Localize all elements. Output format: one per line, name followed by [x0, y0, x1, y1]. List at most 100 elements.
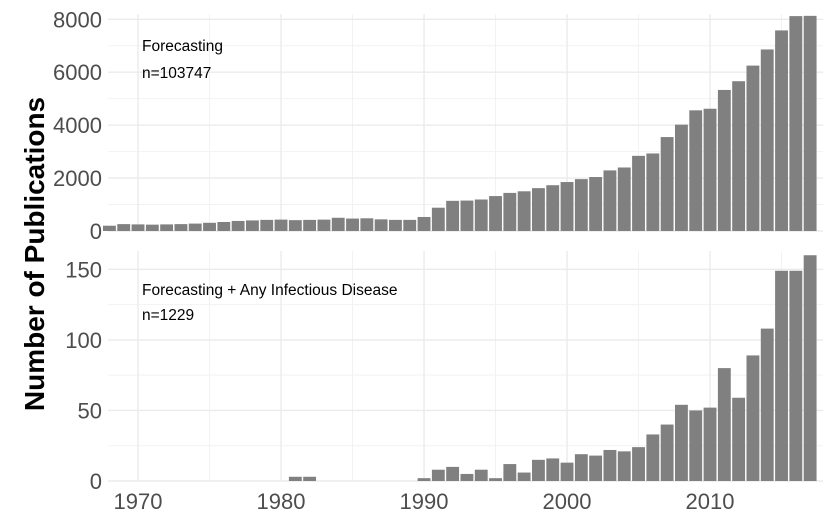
bar	[603, 170, 617, 231]
bar	[446, 200, 460, 231]
bar	[789, 16, 803, 232]
bar	[803, 15, 817, 232]
x-tick-label: 1980	[257, 489, 306, 514]
bar	[417, 478, 431, 481]
y-tick-label: 8000	[53, 7, 102, 32]
bar	[460, 473, 474, 481]
bar	[446, 466, 460, 481]
bar	[674, 124, 688, 231]
bar	[546, 458, 560, 481]
bar	[803, 255, 817, 481]
x-tick-label: 1990	[400, 489, 449, 514]
bar	[117, 224, 131, 231]
bar	[131, 224, 145, 231]
bar	[503, 192, 517, 231]
bar	[145, 224, 159, 231]
x-tick-label: 2010	[686, 489, 735, 514]
annotation-title-forecasting: Forecasting	[142, 38, 223, 55]
bar	[775, 30, 788, 231]
bar	[331, 217, 345, 231]
bar	[646, 434, 660, 481]
y-ticks-forecasting: 0 2000 4000 6000 8000	[53, 7, 102, 244]
bar	[288, 476, 302, 481]
bar	[660, 137, 674, 231]
bar	[360, 218, 374, 231]
bar	[789, 270, 803, 481]
bar	[760, 328, 774, 481]
bar	[174, 224, 188, 231]
bars-forecasting	[102, 15, 817, 232]
bar	[617, 167, 631, 231]
panel-forecasting-infectious: 0 50 100 150 Forecasting + Any Infectious D…	[65, 251, 823, 494]
bar	[746, 355, 760, 481]
y-tick-label: 0	[90, 469, 102, 494]
bar	[589, 177, 603, 231]
bar	[102, 225, 116, 231]
bar	[403, 219, 417, 231]
y-tick-label: 100	[65, 328, 102, 353]
bar	[489, 478, 502, 481]
y-tick-label: 50	[78, 398, 102, 423]
bar	[431, 469, 445, 481]
y-tick-label: 6000	[53, 60, 102, 85]
bar	[260, 219, 274, 231]
y-axis-label: Number of Publications	[19, 97, 50, 411]
bar	[188, 223, 202, 231]
x-tick-label: 2000	[543, 489, 592, 514]
bar	[632, 447, 645, 481]
bar	[660, 424, 674, 481]
bar	[417, 216, 431, 231]
x-tick-label: 1970	[114, 489, 163, 514]
bar	[431, 207, 445, 231]
bar	[689, 410, 703, 481]
bar	[203, 222, 216, 231]
bar	[775, 270, 788, 481]
panel-forecasting: 0 2000 4000 6000 8000 Forecasting n=103747	[53, 7, 823, 244]
bar	[703, 108, 717, 231]
annotation-title-forecasting-infectious: Forecasting + Any Infectious Disease	[142, 282, 397, 299]
y-tick-label: 2000	[53, 166, 102, 191]
y-ticks-forecasting-infectious: 0 50 100 150	[65, 257, 102, 494]
bar	[589, 455, 603, 481]
bar	[746, 65, 760, 231]
bar	[303, 476, 317, 481]
bar	[474, 199, 488, 231]
bar	[374, 219, 388, 231]
bar	[760, 49, 774, 232]
bar	[732, 81, 746, 231]
bar	[231, 220, 245, 231]
bar	[474, 469, 488, 481]
bar	[646, 153, 660, 231]
bar	[517, 191, 531, 231]
bar	[632, 155, 645, 231]
bar	[574, 454, 588, 481]
bar	[489, 196, 502, 231]
y-tick-label: 150	[65, 257, 102, 282]
bar	[732, 397, 746, 481]
y-tick-label: 4000	[53, 113, 102, 138]
bar	[689, 110, 703, 231]
bar	[517, 472, 531, 481]
bar	[160, 224, 174, 231]
bar	[717, 368, 731, 481]
bar	[245, 220, 259, 231]
annotation-count-forecasting-infectious: n=1229	[142, 307, 194, 324]
bar	[560, 462, 574, 481]
bar	[503, 464, 517, 481]
bar	[717, 89, 731, 231]
bar	[703, 407, 717, 481]
bar	[531, 459, 545, 481]
bar	[560, 182, 574, 231]
bar	[546, 185, 560, 231]
bar	[617, 451, 631, 481]
bar	[574, 179, 588, 231]
bar	[346, 218, 359, 231]
bar	[217, 222, 231, 231]
bar	[388, 219, 402, 231]
bar	[674, 404, 688, 481]
annotation-count-forecasting: n=103747	[142, 65, 211, 82]
bar	[603, 449, 617, 481]
x-axis-ticks: 1970 1980 1990 2000 2010	[114, 489, 735, 514]
bar	[274, 219, 288, 231]
